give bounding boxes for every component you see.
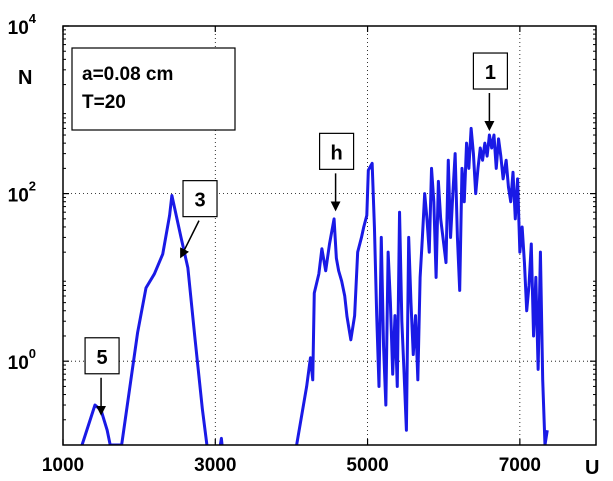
y-axis-label: N: [18, 67, 32, 89]
x-tick-label: 1000: [42, 455, 84, 476]
annotation-1: 1: [472, 52, 508, 132]
x-axis-label: U: [585, 457, 599, 479]
annotation-3: 3: [180, 180, 218, 259]
annotation-arrow: [180, 220, 200, 259]
legend-line-1: a=0.08 cm: [82, 64, 173, 85]
annotation-box: [318, 132, 355, 170]
annotation-5: 5: [84, 337, 120, 416]
annotation-label: 3: [194, 190, 205, 212]
grid: [63, 26, 596, 445]
y-tick-label: 102: [8, 179, 36, 207]
legend-line-2: T=20: [82, 92, 126, 113]
annotation-h: h: [318, 132, 355, 212]
annotation-label: 1: [485, 62, 496, 84]
y-tick-label: 100: [8, 346, 36, 374]
x-tick-label: 3000: [194, 455, 236, 476]
y-tick-label: 104: [8, 11, 37, 39]
y-tick-exponent: 4: [29, 11, 37, 26]
series-line: [80, 126, 549, 445]
legend-box: a=0.08 cm T=20: [71, 47, 236, 131]
annotation-box: [84, 337, 120, 375]
series-layer: [80, 126, 549, 445]
annotations: 1 h 3 5: [84, 52, 508, 416]
plot-frame: [62, 25, 597, 446]
x-tick-label: 7000: [499, 455, 541, 476]
annotation-label: 5: [97, 347, 108, 369]
annotation-label: h: [330, 142, 342, 164]
y-tick-exponent: 0: [29, 346, 36, 361]
legend-frame: [71, 47, 236, 131]
annotation-box: [182, 180, 218, 218]
y-tick-exponent: 2: [29, 179, 36, 194]
annotation-box: [472, 52, 508, 90]
x-tick-label: 5000: [346, 455, 388, 476]
